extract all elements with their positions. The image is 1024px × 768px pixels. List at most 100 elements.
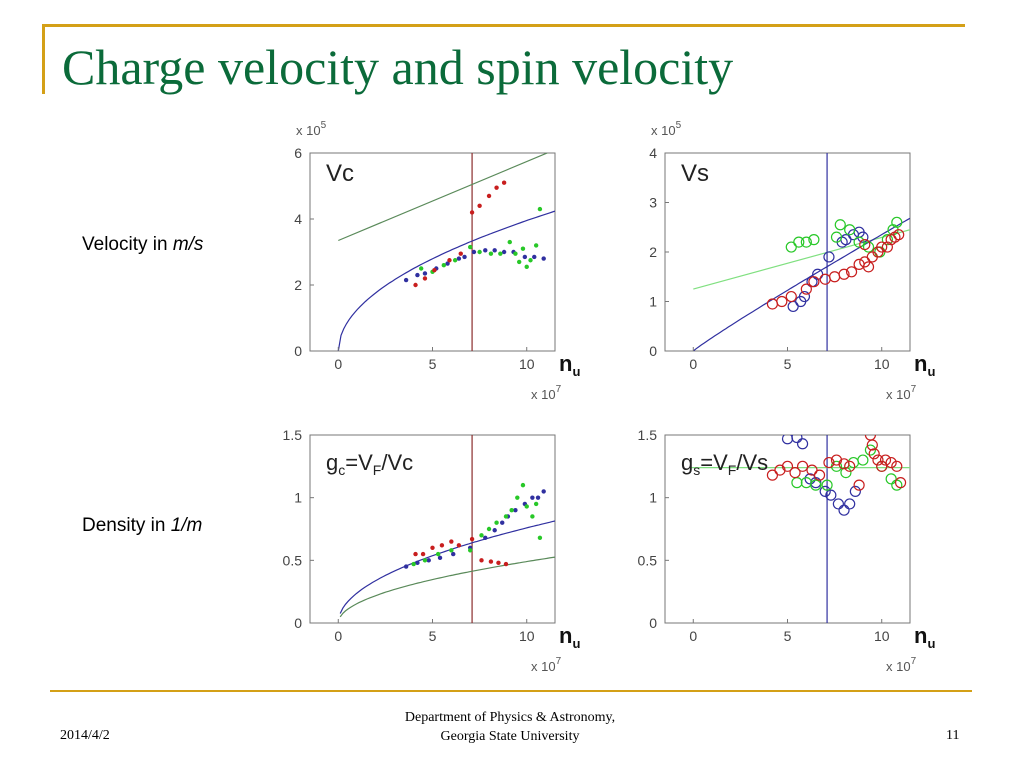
y-tick-label: 2 (649, 244, 657, 260)
y-multiplier: x 105 (651, 120, 682, 138)
data-point-red (806, 464, 818, 476)
x-axis-label-subscript: u (927, 636, 935, 651)
chart-title: Vc (326, 160, 354, 187)
chart-title-subscript: F (728, 462, 737, 478)
y-tick-label: 0 (294, 615, 302, 631)
data-point-green (537, 535, 543, 540)
data-point-green (528, 258, 533, 263)
y-tick-label: 6 (294, 145, 302, 161)
y-multiplier-base: x 10 (296, 123, 321, 138)
y-tick-label: 1 (649, 294, 657, 310)
x-axis-label-main: n (914, 351, 927, 376)
data-point-green (520, 482, 526, 488)
data-point-green (449, 548, 454, 553)
data-point-blue (791, 435, 803, 444)
data-point-green (808, 234, 820, 246)
x-tick-label: 10 (874, 356, 890, 372)
data-point-green (533, 501, 539, 507)
data-point-red (766, 469, 779, 481)
data-point-green (509, 508, 514, 513)
data-point-blue (462, 254, 467, 260)
x-multiplier-exponent: 7 (556, 384, 562, 395)
data-point-red (862, 424, 872, 434)
x-multiplier: x 107 (886, 384, 917, 402)
data-point-red (796, 460, 809, 472)
data-point-blue (426, 558, 431, 563)
data-point-green (840, 466, 852, 479)
data-point-red (844, 460, 856, 472)
data-point-red (776, 295, 788, 308)
velocity-label-text: Velocity in (82, 234, 173, 255)
data-point-red (859, 238, 871, 251)
data-point-red (868, 448, 880, 460)
data-point-red (866, 439, 878, 451)
data-point-blue (541, 489, 546, 494)
chart-title: Vs (681, 160, 709, 187)
data-point-blue (422, 271, 428, 276)
data-point-red (879, 454, 892, 466)
x-multiplier-base: x 10 (886, 659, 911, 674)
plot-area (339, 435, 555, 623)
data-point-green (411, 561, 416, 567)
y-tick-label: 2 (294, 277, 302, 293)
data-point-blue (832, 498, 844, 510)
data-point-green (513, 251, 518, 256)
x-axis-label: nu (559, 623, 580, 651)
data-point-green (533, 243, 539, 248)
chart-title-part: /Vc (381, 450, 413, 475)
chart-title-part: g (681, 450, 693, 475)
data-point-blue (483, 248, 488, 253)
footer-date: 2014/4/2 (60, 728, 110, 743)
data-point-green (498, 251, 503, 256)
data-point-green (830, 231, 843, 243)
y-tick-label: 1 (294, 490, 302, 506)
data-point-blue (415, 560, 420, 566)
chart-title: gc=VF/Vc (326, 450, 413, 478)
footer-rule (50, 690, 972, 692)
data-point-green (853, 236, 865, 248)
data-point-blue (796, 438, 809, 450)
x-axis-label-subscript: u (572, 636, 580, 651)
data-point-red (479, 558, 484, 563)
y-tick-label: 0.5 (283, 552, 303, 568)
data-point-green (524, 264, 529, 270)
data-point-green (507, 239, 512, 245)
y-tick-label: 0 (649, 615, 657, 631)
data-point-blue (415, 272, 420, 278)
data-point-blue (849, 485, 861, 498)
y-tick-label: 4 (294, 211, 302, 227)
data-point-blue (541, 256, 546, 261)
y-tick-label: 4 (649, 145, 657, 161)
data-point-green (441, 263, 447, 268)
data-point-green (857, 454, 869, 466)
data-point-blue (437, 555, 443, 561)
footer-affiliation: Department of Physics & Astronomy, Georg… (370, 708, 650, 746)
data-point-red (853, 479, 865, 491)
x-axis-label: nu (914, 351, 935, 379)
data-point-green (810, 479, 822, 491)
data-point-blue (530, 495, 535, 500)
x-tick-label: 10 (874, 628, 890, 644)
density-label-unit: 1/m (170, 515, 203, 536)
data-point-blue (483, 535, 488, 540)
data-point-green (834, 219, 846, 231)
data-point-red (413, 282, 418, 288)
x-tick-label: 0 (334, 356, 342, 372)
y-tick-label: 1.5 (638, 427, 658, 443)
x-multiplier-exponent: 7 (911, 384, 917, 395)
plot-frame (664, 434, 911, 624)
plot-frame (309, 434, 556, 624)
data-point-green (793, 236, 805, 248)
x-multiplier-base: x 10 (531, 387, 556, 402)
data-point-blue (819, 485, 831, 498)
density-label: Density in 1/m (82, 515, 202, 537)
x-axis-label-subscript: u (572, 364, 580, 379)
data-point-red (501, 180, 507, 185)
data-point-red (488, 559, 494, 564)
y-tick-label: 1.5 (283, 427, 303, 443)
chart-title-subscript: F (373, 462, 382, 478)
data-point-green (885, 473, 897, 485)
data-point-blue (825, 489, 837, 501)
x-multiplier-base: x 10 (531, 659, 556, 674)
data-point-red (430, 545, 435, 550)
